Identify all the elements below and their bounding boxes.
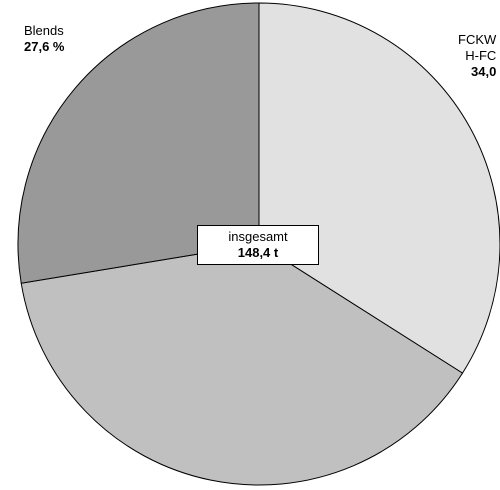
total-box: insgesamt 148,4 t <box>197 225 319 265</box>
slice-name-fckw-line1: FCKW <box>458 32 497 47</box>
slice-value-fckw: 34,0 <box>471 64 497 79</box>
slice-label-blends: Blends 27,6 % <box>24 23 64 55</box>
total-value: 148,4 t <box>237 245 279 260</box>
slice-middle <box>20 243 464 486</box>
slice-label-fckw: FCKW H-FC 34,0 <box>445 32 496 80</box>
slice-blends <box>17 2 260 284</box>
slice-fckw-hfckw <box>258 2 500 374</box>
slice-name-fckw-line2: H-FC <box>465 48 497 63</box>
total-title: insgesamt <box>228 229 288 244</box>
slice-name-blends: Blends <box>24 23 64 38</box>
slice-value-blends: 27,6 % <box>24 39 65 54</box>
